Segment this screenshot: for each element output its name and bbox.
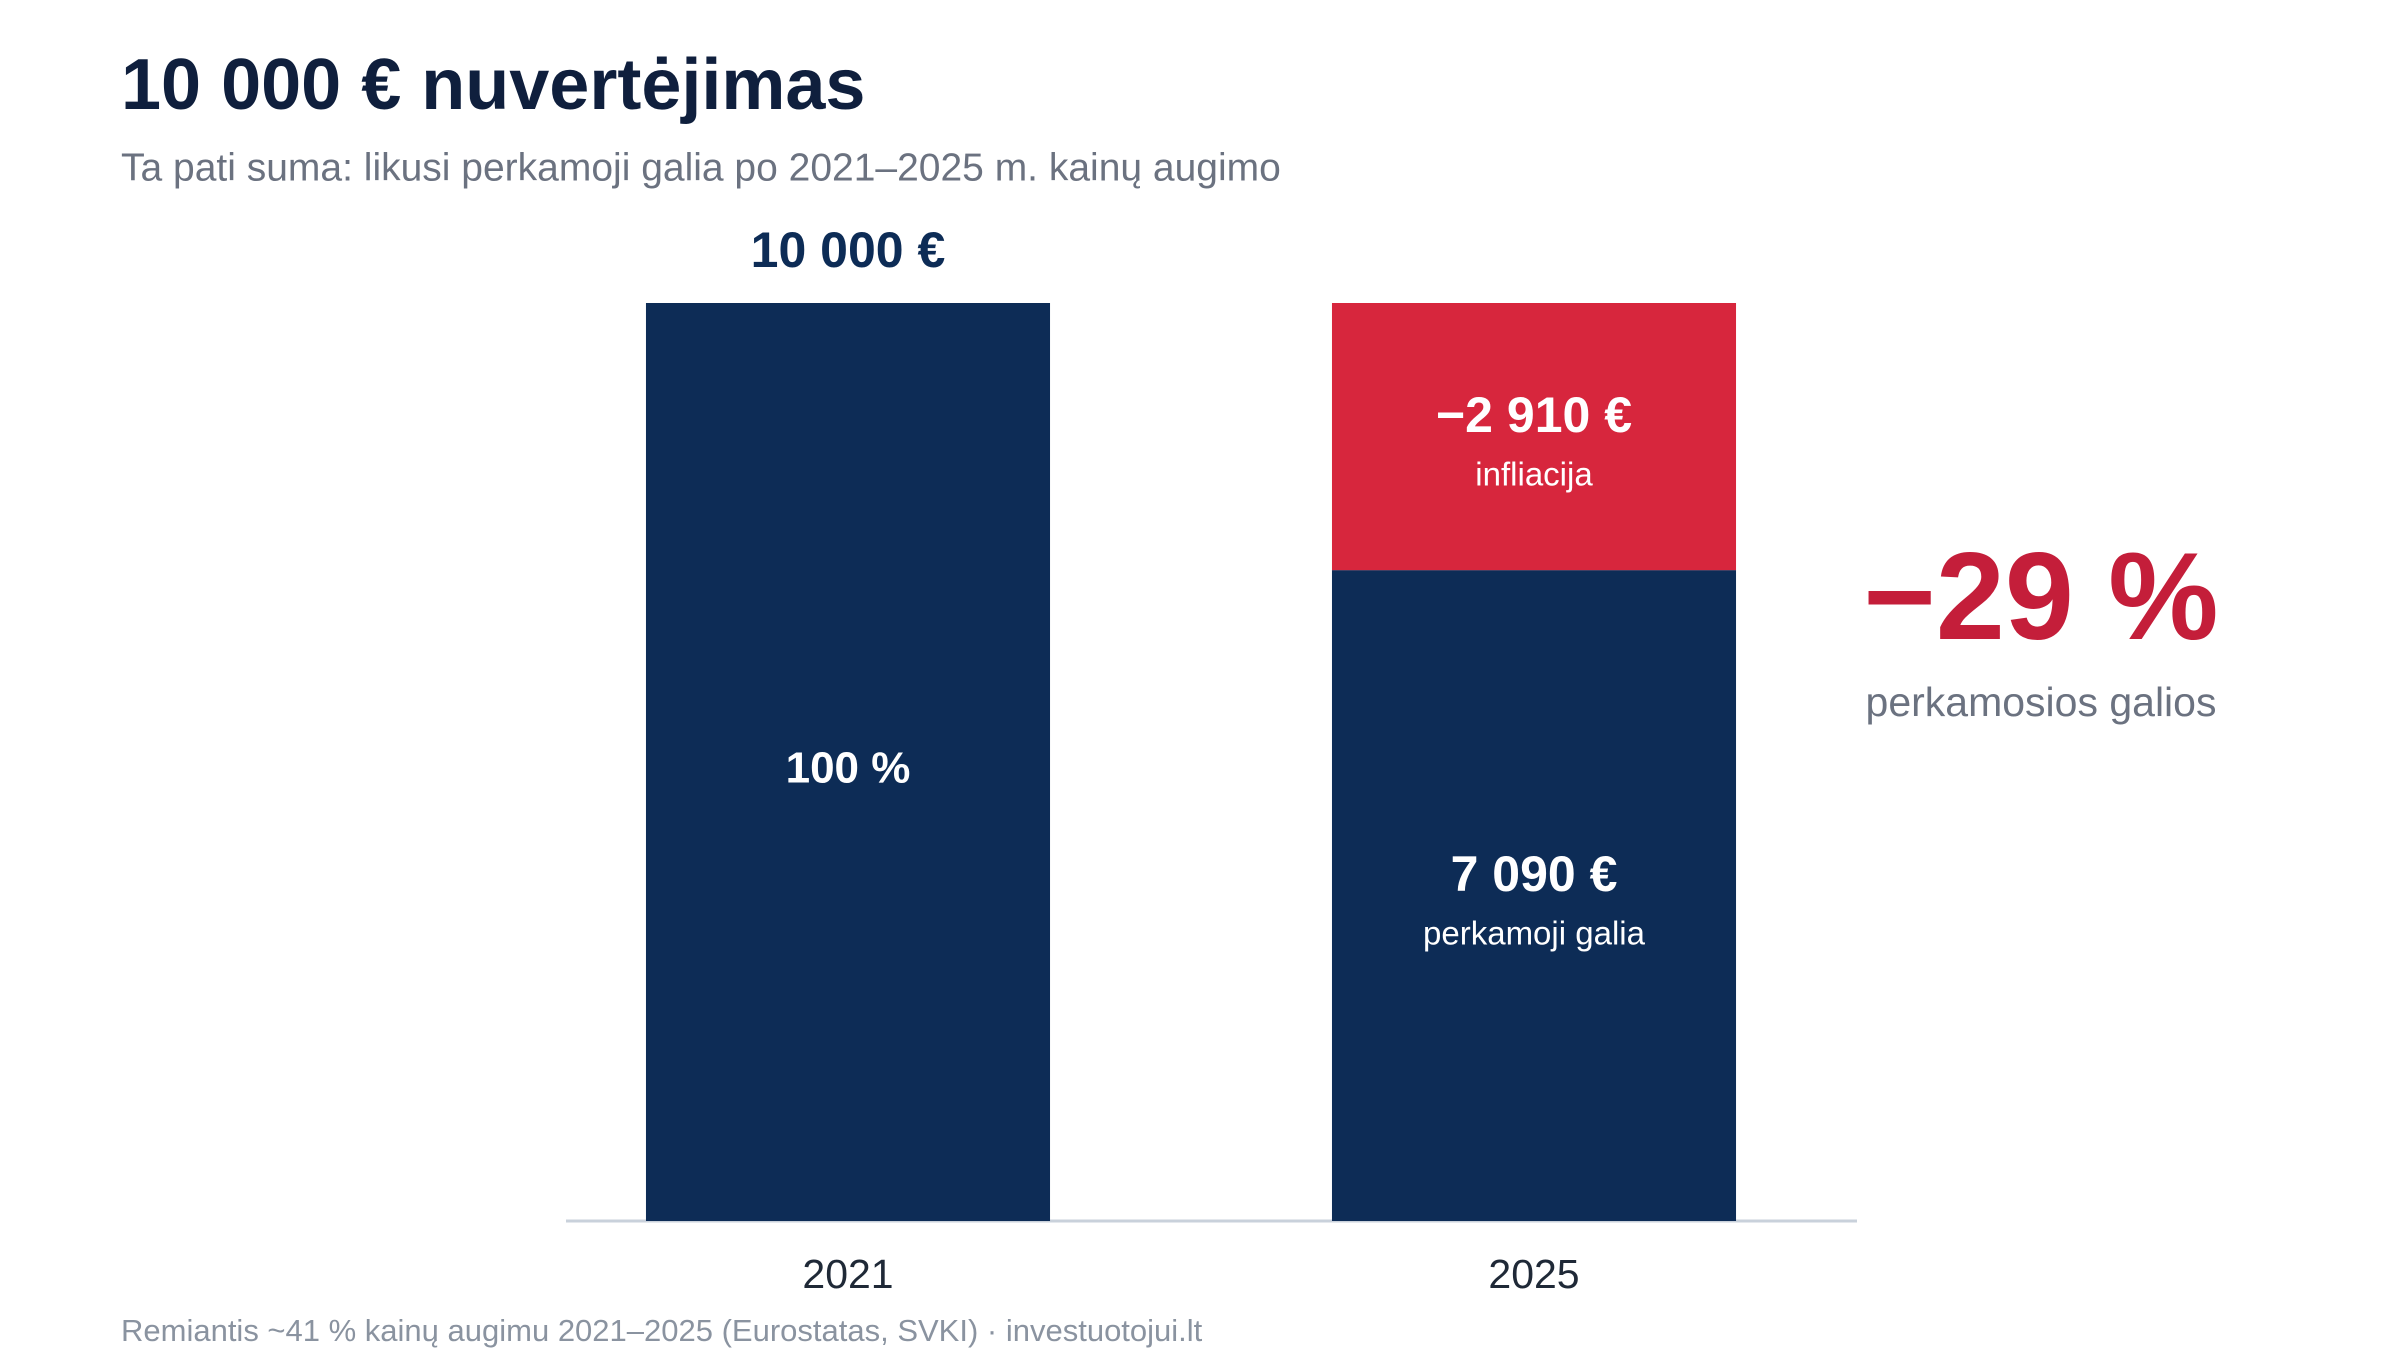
bar-segment [1331, 303, 1737, 571]
source-note: Remiantis ~41 % kainų augimu 2021–2025 (… [121, 1313, 1203, 1348]
bar-segment [1331, 570, 1737, 1221]
chart-title: 10 000 € nuvertėjimas [121, 45, 865, 125]
change-annotation: −29 % [1863, 528, 2218, 666]
x-tick-label: 2025 [1488, 1251, 1579, 1297]
total-label: 10 000 € [751, 222, 946, 278]
change-annotation-detail: perkamosios galios [1866, 679, 2217, 725]
value-label: 7 090 € [1451, 846, 1618, 902]
x-tick-label: 2021 [802, 1251, 893, 1297]
bar-segment [645, 303, 1051, 1221]
segment-name: perkamoji galia [1423, 914, 1646, 951]
bar-annotation: 100 % [786, 744, 911, 793]
segment-name: infliacija [1475, 455, 1593, 492]
value-label: −2 910 € [1436, 387, 1632, 443]
chart-subtitle: Ta pati suma: likusi perkamoji galia po … [121, 146, 1281, 189]
